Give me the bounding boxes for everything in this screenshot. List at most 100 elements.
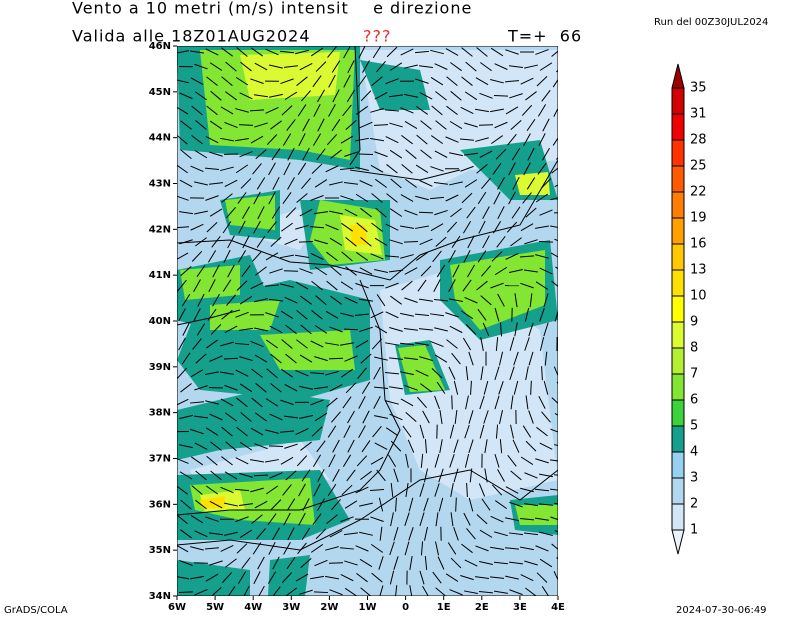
wind-arrow — [415, 225, 429, 229]
colorbar-low — [671, 529, 685, 555]
wind-arrow — [329, 530, 343, 538]
wind-arrow — [495, 148, 507, 160]
wind-arrow — [191, 485, 203, 495]
wind-arrow — [385, 223, 399, 231]
wind-arrow — [224, 325, 238, 334]
wind-arrow — [481, 498, 491, 511]
lat-label: 34N — [149, 591, 171, 602]
wind-arrow — [205, 195, 219, 201]
wind-arrow — [180, 266, 192, 276]
wind-arrow — [357, 75, 367, 88]
wind-arrow — [209, 62, 223, 71]
wind-arrow — [405, 483, 409, 497]
wind-arrow — [461, 76, 473, 86]
wind-arrow — [389, 570, 395, 585]
wind-arrow — [420, 453, 424, 468]
wind-arrow — [354, 313, 370, 316]
wind-arrow — [267, 513, 277, 526]
wind-arrow — [550, 252, 558, 258]
wind-arrow — [270, 120, 282, 130]
wind-arrow — [279, 50, 295, 54]
wind-arrow — [449, 120, 463, 130]
wind-arrow — [378, 556, 384, 570]
wind-arrow — [196, 323, 206, 336]
wind-arrow — [330, 266, 342, 276]
wind-arrow — [343, 425, 351, 439]
wind-arrow — [512, 439, 520, 453]
wind-arrow — [496, 235, 506, 248]
wind-arrow — [235, 76, 249, 86]
wind-arrow — [477, 191, 487, 205]
wind-arrow — [464, 590, 478, 594]
wind-arrow — [328, 74, 336, 88]
wind-arrow — [549, 488, 558, 491]
missing-mark: ??? — [363, 27, 391, 46]
lat-label: 46N — [149, 41, 171, 52]
wind-arrow — [550, 225, 558, 228]
wind-arrow — [524, 307, 530, 322]
wind-arrow — [257, 556, 265, 570]
wind-arrow — [325, 224, 339, 231]
wind-arrow — [465, 61, 477, 72]
wind-arrow — [455, 497, 457, 512]
wind-arrow — [220, 137, 234, 142]
wind-arrow — [227, 235, 235, 249]
wind-arrow — [468, 410, 474, 424]
wind-arrow — [265, 339, 279, 349]
wind-arrow — [179, 179, 193, 188]
wind-arrow — [416, 134, 428, 145]
wind-arrow — [296, 193, 308, 203]
wind-arrow — [238, 503, 254, 507]
wind-arrow — [190, 165, 204, 173]
wind-arrow — [280, 78, 294, 85]
wind-arrow — [210, 587, 222, 596]
wind-arrow — [310, 399, 324, 406]
wind-arrow — [255, 382, 267, 393]
wind-arrow — [389, 326, 403, 332]
wind-arrow — [295, 224, 309, 230]
wind-arrow — [359, 267, 373, 275]
wind-arrow — [235, 311, 249, 318]
wind-arrow — [360, 207, 372, 218]
wind-arrow — [326, 397, 338, 408]
wind-arrow — [539, 267, 553, 275]
wind-arrow — [221, 572, 233, 584]
wind-arrow — [220, 341, 234, 347]
colorbar-label: 5 — [690, 419, 698, 434]
lon-label: 0 — [402, 602, 409, 613]
wind-arrow — [480, 295, 492, 306]
wind-arrow — [195, 120, 207, 130]
wind-arrow — [415, 78, 429, 84]
lat-label: 36N — [149, 499, 171, 510]
wind-arrow — [208, 532, 224, 536]
wind-arrow — [286, 498, 296, 511]
wind-arrow — [325, 546, 339, 551]
wind-arrow — [424, 439, 428, 454]
wind-arrow — [526, 177, 536, 190]
wind-arrow — [270, 353, 282, 364]
wind-arrow — [544, 351, 548, 366]
wind-arrow — [379, 585, 384, 596]
wind-arrow — [553, 474, 558, 476]
wind-arrow — [225, 412, 237, 422]
wind-arrow — [528, 322, 534, 337]
wind-arrow — [360, 587, 372, 596]
wind-arrow — [220, 106, 234, 115]
wind-arrow — [325, 310, 339, 319]
colorbar-box — [671, 503, 685, 531]
wind-arrow — [552, 137, 558, 146]
wind-arrow — [414, 50, 430, 54]
wind-arrow — [494, 453, 500, 468]
wind-arrow — [254, 354, 268, 363]
wind-arrow — [267, 221, 277, 233]
wind-arrow — [491, 251, 503, 262]
wind-arrow — [238, 220, 246, 234]
wind-arrow — [221, 76, 233, 87]
wind-arrow — [297, 104, 307, 117]
colorbar-box — [671, 113, 685, 141]
wind-arrow — [299, 208, 313, 217]
wind-arrow — [302, 118, 310, 132]
wind-arrow — [404, 512, 410, 527]
wind-arrow — [220, 486, 234, 494]
wind-arrow — [538, 133, 546, 147]
